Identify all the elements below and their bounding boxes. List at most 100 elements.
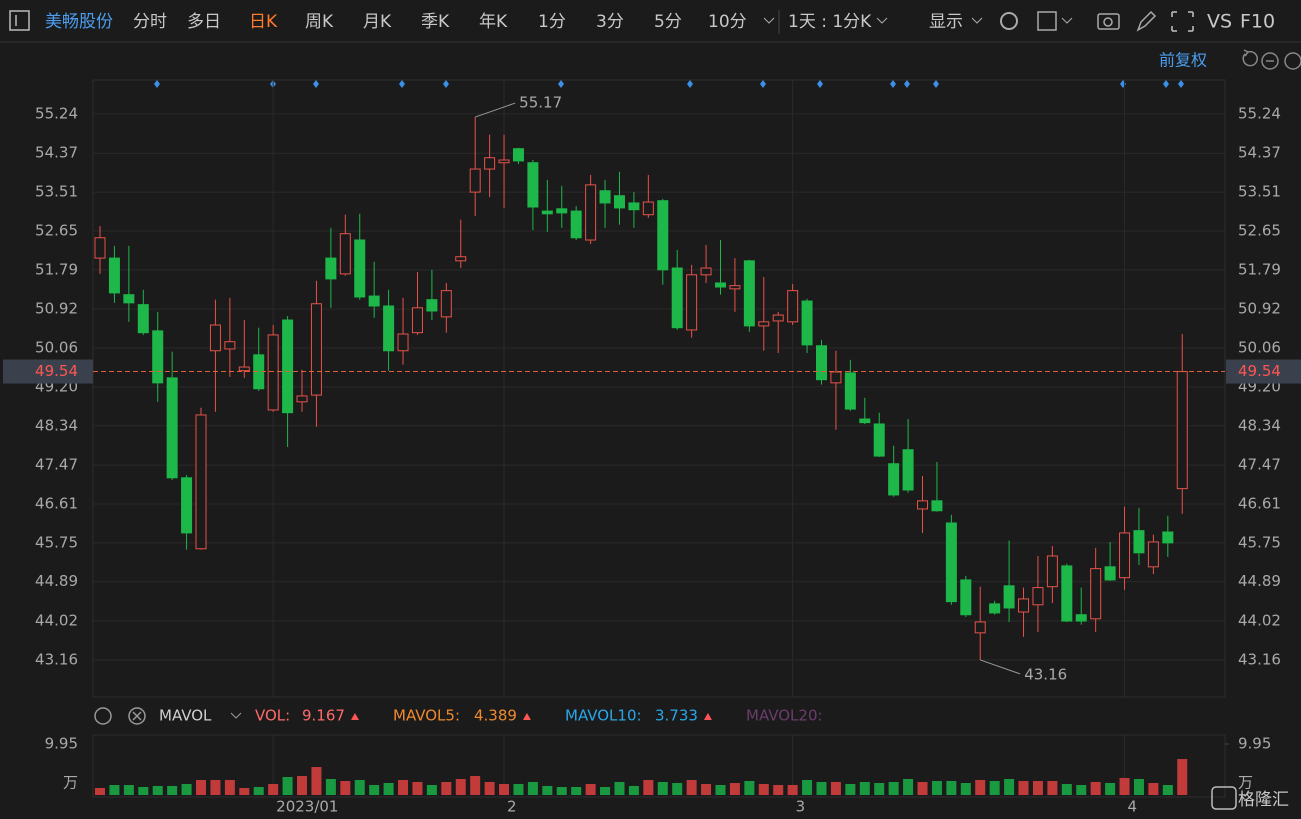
volume-bar <box>109 785 120 795</box>
volume-bar <box>253 787 264 795</box>
volume-bar <box>239 787 250 795</box>
candle-body <box>1104 566 1116 581</box>
candle-body <box>1075 614 1087 622</box>
volume-bar <box>1032 781 1043 795</box>
vol-unit: 万 <box>63 774 78 792</box>
candle-body <box>1018 598 1030 613</box>
display-menu[interactable]: 显示 <box>929 12 963 32</box>
y-tick-label: 52.65 <box>35 221 78 239</box>
volume-bar <box>383 783 394 795</box>
y-tick-label: 50.06 <box>35 339 78 357</box>
adjust-mode[interactable]: 前复权 <box>1159 51 1207 70</box>
dropdown-arrow[interactable] <box>230 712 242 719</box>
period-tab[interactable]: 多日 <box>187 12 221 32</box>
period-tab[interactable]: 10分 <box>708 12 747 32</box>
period-tab[interactable]: 日K <box>249 12 278 32</box>
y-tick-label-right: 50.92 <box>1238 300 1281 318</box>
period-select[interactable]: 1天 : 1分K <box>788 12 872 32</box>
volume-bar <box>412 781 423 795</box>
volume-bar <box>729 783 740 795</box>
volume-bar <box>816 781 827 795</box>
volume-bar <box>1119 777 1130 795</box>
period-tab[interactable]: 季K <box>421 12 450 32</box>
volume-bar <box>744 781 755 795</box>
price-panel <box>92 79 1226 698</box>
indicator-settings[interactable] <box>94 707 112 725</box>
tab-bar: 分时 多日 日K 周K 月K 季K 年K 1分 3分 5分 10分 <box>133 12 747 32</box>
volume-bar <box>527 781 538 795</box>
volume-bar <box>773 785 784 795</box>
y-tick-label: 55.24 <box>35 104 78 122</box>
stock-name[interactable]: 美畅股份 <box>45 12 113 32</box>
volume-bar <box>556 787 567 795</box>
candle-body <box>541 210 553 215</box>
indicator-name[interactable]: MAVOL <box>159 707 212 725</box>
candle-body <box>411 307 423 334</box>
reset-icon[interactable] <box>1242 49 1258 67</box>
draw-icon[interactable] <box>1136 10 1157 32</box>
period-tab[interactable]: 5分 <box>654 12 682 32</box>
y-tick-label-right: 54.37 <box>1238 144 1281 162</box>
candle-body <box>123 294 135 304</box>
y-tick-label: 50.92 <box>35 300 78 318</box>
candle-body <box>512 148 524 162</box>
candle-body <box>628 202 640 211</box>
volume-bar <box>701 783 712 795</box>
candle-body <box>94 237 106 259</box>
x-tick-label: 3 <box>796 798 806 816</box>
period-tab[interactable]: 周K <box>305 12 334 32</box>
period-tab[interactable]: 年K <box>479 12 508 32</box>
y-tick-label: 45.75 <box>35 533 78 551</box>
volume-bar <box>123 785 134 795</box>
volume-bar <box>686 779 697 795</box>
volume-bar <box>1105 783 1116 795</box>
candle-body <box>152 330 164 384</box>
volume-bar <box>152 785 163 795</box>
period-tab[interactable]: 分时 <box>133 12 167 32</box>
camera-icon[interactable] <box>1097 13 1120 30</box>
candle-body <box>484 157 496 170</box>
candle-body <box>267 334 279 411</box>
indicator-close[interactable] <box>128 707 146 725</box>
volume-bar <box>758 783 769 795</box>
menu-icon[interactable] <box>9 10 30 31</box>
dropdown-arrow[interactable] <box>876 17 888 24</box>
candle-body <box>729 285 741 290</box>
volume-bar <box>369 785 380 795</box>
candle-body <box>902 449 914 491</box>
trend-arrow <box>350 713 359 720</box>
y-tick-label-right: 46.61 <box>1238 494 1281 512</box>
dropdown-arrow[interactable] <box>1061 17 1073 24</box>
candle-body <box>1147 541 1159 568</box>
candle-body <box>238 366 250 372</box>
candle-body <box>816 345 827 381</box>
candle-body <box>1090 568 1102 620</box>
indicator-value: 9.167 <box>302 707 345 725</box>
f10-button[interactable]: F10 <box>1240 11 1275 33</box>
volume-bar <box>340 781 351 795</box>
dropdown-arrow[interactable] <box>763 17 775 24</box>
candle-body <box>1003 585 1015 609</box>
vs-button[interactable]: VS <box>1207 11 1232 33</box>
candle-body <box>830 371 842 384</box>
min-leader <box>980 659 1021 675</box>
dropdown-arrow[interactable] <box>971 17 983 24</box>
settings-icon[interactable] <box>1000 12 1018 30</box>
period-tab[interactable]: 月K <box>363 12 392 32</box>
layout-icon[interactable] <box>1037 11 1057 31</box>
candle-body <box>945 522 957 603</box>
vol-tick-label-right: 9.95 <box>1238 735 1271 753</box>
volume-bar <box>470 775 481 795</box>
volume-bar <box>571 787 582 795</box>
volume-bar <box>311 767 322 795</box>
fullscreen-icon[interactable] <box>1171 11 1194 32</box>
volume-bar <box>542 785 553 795</box>
period-tab[interactable]: 1分 <box>538 12 566 32</box>
zoom-in-icon[interactable] <box>1284 52 1301 70</box>
period-tab[interactable]: 3分 <box>596 12 624 32</box>
y-tick-label-right: 45.75 <box>1238 533 1281 551</box>
zoom-out-icon[interactable] <box>1261 52 1279 70</box>
candle-body <box>209 324 221 352</box>
candle-body <box>570 210 582 239</box>
